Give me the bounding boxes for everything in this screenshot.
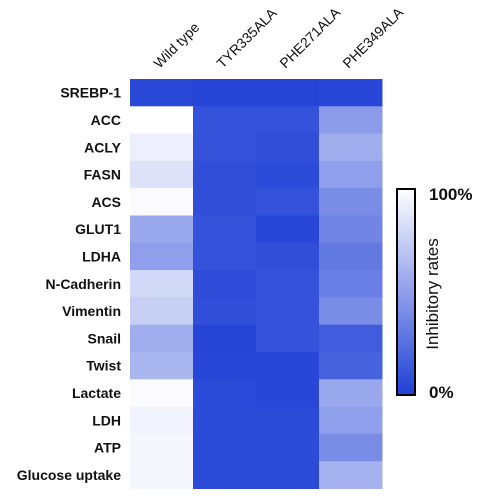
heatmap-cell xyxy=(256,133,320,162)
heatmap-cell xyxy=(193,160,257,189)
heatmap-cell xyxy=(193,270,257,298)
heatmap-cell xyxy=(130,242,194,271)
row-labels: SREBP-1 ACC ACLY FASN ACS GLUT1 LDHA N-Cadherin… xyxy=(17,85,122,483)
heatmap-cell xyxy=(193,352,257,380)
heatmap-cell xyxy=(193,379,257,408)
heatmap-cell xyxy=(193,79,257,107)
heatmap-cell xyxy=(319,270,383,298)
colorbar-max-label: 100% xyxy=(429,185,472,204)
column-label: Wild type xyxy=(150,19,202,71)
row-label: Snail xyxy=(88,330,121,346)
heatmap-cell xyxy=(130,379,194,408)
row-label: Glucose uptake xyxy=(17,467,121,483)
heatmap-cell xyxy=(256,379,320,408)
heatmap-cells xyxy=(130,79,383,489)
heatmap-cell xyxy=(319,160,383,189)
heatmap-cell xyxy=(319,406,383,435)
colorbar-title: Inhibitory rates xyxy=(423,238,442,350)
heatmap-cell xyxy=(319,133,383,162)
heatmap-cell xyxy=(319,461,383,489)
heatmap-cell xyxy=(256,433,320,462)
colorbar: 100% 0% Inhibitory rates xyxy=(396,185,472,402)
heatmap-cell xyxy=(130,160,194,189)
heatmap-cell xyxy=(130,79,194,107)
heatmap-cell xyxy=(193,242,257,271)
heatmap-cell xyxy=(130,352,194,380)
heatmap-cell xyxy=(319,352,383,380)
row-label: LDH xyxy=(92,412,121,428)
heatmap-cell xyxy=(130,133,194,162)
row-label: ATP xyxy=(94,440,121,456)
heatmap-cell xyxy=(256,461,320,489)
heatmap-cell xyxy=(256,324,320,353)
heatmap-cell xyxy=(256,242,320,271)
heatmap-cell xyxy=(319,79,383,107)
heatmap-cell xyxy=(319,188,383,216)
heatmap-cell xyxy=(193,133,257,162)
row-label: LDHA xyxy=(82,248,121,264)
row-label: SREBP-1 xyxy=(60,85,121,101)
row-label: GLUT1 xyxy=(75,221,121,237)
heatmap-cell xyxy=(256,106,320,135)
colorbar-min-label: 0% xyxy=(429,383,454,402)
heatmap-cell xyxy=(193,215,257,244)
heatmap-cell xyxy=(319,297,383,326)
row-label: ACLY xyxy=(84,139,121,155)
heatmap-cell xyxy=(130,324,194,353)
heatmap-cell xyxy=(193,433,257,462)
column-label: PHE271ALA xyxy=(276,4,343,71)
heatmap-cell xyxy=(130,433,194,462)
heatmap-cell xyxy=(256,352,320,380)
heatmap-cell xyxy=(130,270,194,298)
heatmap-cell xyxy=(319,242,383,271)
heatmap-cell xyxy=(256,188,320,216)
heatmap-cell xyxy=(256,79,320,107)
heatmap-cell xyxy=(256,297,320,326)
row-label: N-Cadherin xyxy=(46,276,121,292)
heatmap-cell xyxy=(256,270,320,298)
heatmap-cell xyxy=(319,324,383,353)
row-label: Twist xyxy=(86,358,121,374)
heatmap-cell xyxy=(193,324,257,353)
heatmap-cell xyxy=(193,106,257,135)
heatmap-cell xyxy=(193,297,257,326)
heatmap-cell xyxy=(130,297,194,326)
row-label: FASN xyxy=(84,167,121,183)
heatmap-cell xyxy=(130,188,194,216)
heatmap-cell xyxy=(319,433,383,462)
column-label: PHE349ALA xyxy=(339,4,406,71)
heatmap-cell xyxy=(319,106,383,135)
column-label: TYR335ALA xyxy=(213,4,280,71)
heatmap-cell xyxy=(130,461,194,489)
heatmap-cell xyxy=(130,106,194,135)
heatmap-cell xyxy=(130,406,194,435)
heatmap-cell xyxy=(256,160,320,189)
colorbar-gradient xyxy=(396,188,416,396)
row-label: ACC xyxy=(91,112,121,128)
heatmap-cell xyxy=(193,461,257,489)
row-label: Vimentin xyxy=(62,303,121,319)
heatmap-cell xyxy=(319,215,383,244)
heatmap-cell xyxy=(319,379,383,408)
heatmap-cell xyxy=(193,406,257,435)
heatmap-cell xyxy=(256,215,320,244)
heatmap-cell xyxy=(130,215,194,244)
heatmap-cell xyxy=(193,188,257,216)
row-label: Lactate xyxy=(72,385,121,401)
heatmap-cell xyxy=(256,406,320,435)
row-label: ACS xyxy=(91,194,121,210)
